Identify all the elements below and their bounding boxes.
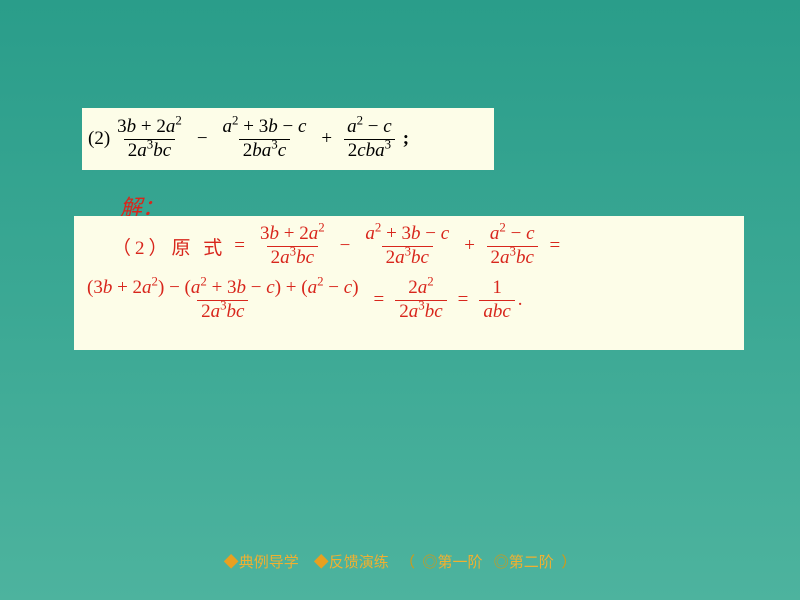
- problem-label: (2): [88, 128, 110, 150]
- sol-eq2: =: [550, 235, 561, 257]
- footer-sub1[interactable]: 第一阶: [438, 555, 483, 571]
- bracket-close: ）: [561, 555, 576, 571]
- sol-frac2: a2 + 3b − c 2a3bc: [361, 223, 453, 270]
- solution-box: （2）原 式 = 3b + 2a2 2a3bc − a2 + 3b − c 2a…: [74, 216, 744, 350]
- solution-lead: （2）原 式: [112, 233, 226, 260]
- problem-tail: ;: [403, 128, 409, 150]
- footer-sub2[interactable]: 第二阶: [509, 555, 554, 571]
- sol-op2: +: [464, 235, 475, 257]
- circle-icon: ◎: [423, 555, 438, 571]
- sol-frac1: 3b + 2a2 2a3bc: [256, 223, 329, 270]
- diamond-icon: ◆: [224, 555, 239, 571]
- circle-icon: ◎: [494, 555, 509, 571]
- sol-eq4: =: [458, 289, 469, 311]
- sol-eq3: =: [374, 289, 385, 311]
- sol-frac5: 1 abc: [479, 277, 514, 324]
- sol-op1: −: [340, 235, 351, 257]
- footer-part2[interactable]: 反馈演练: [329, 555, 389, 571]
- bracket-open: （: [400, 555, 415, 571]
- problem-op1: −: [197, 128, 208, 150]
- sol-bigfrac: (3b + 2a2) − (a2 + 3b − c) + (a2 − c) 2a…: [83, 277, 363, 324]
- problem-frac1: 3b + 2a2 2a3bc: [113, 116, 186, 163]
- sol-frac4: 2a2 2a3bc: [395, 277, 446, 324]
- problem-frac2: a2 + 3b − c 2ba3c: [219, 116, 311, 163]
- sol-eq1: =: [234, 235, 245, 257]
- footer-part1[interactable]: 典例导学: [239, 555, 299, 571]
- diamond-icon: ◆: [314, 555, 329, 571]
- problem-expression: (2) 3b + 2a2 2a3bc − a2 + 3b − c 2ba3c +…: [82, 108, 494, 170]
- problem-frac3: a2 − c 2cba3: [343, 116, 396, 163]
- sol-tail: .: [518, 289, 523, 311]
- sol-frac3: a2 − c 2a3bc: [486, 223, 539, 270]
- footer-nav: ◆典例导学 ◆反馈演练 （ ◎第一阶 ◎第二阶 ）: [0, 551, 800, 572]
- solution-line1: （2）原 式 = 3b + 2a2 2a3bc − a2 + 3b − c 2a…: [78, 220, 740, 272]
- solution-line2: (3b + 2a2) − (a2 + 3b − c) + (a2 − c) 2a…: [78, 272, 740, 328]
- problem-op2: +: [321, 128, 332, 150]
